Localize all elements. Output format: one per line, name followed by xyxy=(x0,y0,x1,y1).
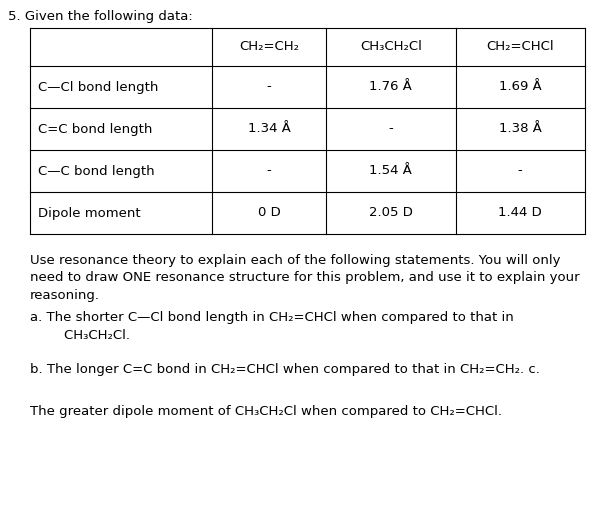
Text: 1.38 Å: 1.38 Å xyxy=(499,122,541,136)
Text: C=C bond length: C=C bond length xyxy=(38,122,152,136)
Text: 1.34 Å: 1.34 Å xyxy=(248,122,290,136)
Text: -: - xyxy=(267,80,272,94)
Text: 5. Given the following data:: 5. Given the following data: xyxy=(8,10,193,23)
Text: a. The shorter C—Cl bond length in CH₂=CHCl when compared to that in
        CH₃: a. The shorter C—Cl bond length in CH₂=C… xyxy=(30,311,514,342)
Text: Use resonance theory to explain each of the following statements. You will only
: Use resonance theory to explain each of … xyxy=(30,254,580,302)
Text: C—Cl bond length: C—Cl bond length xyxy=(38,80,158,94)
Text: -: - xyxy=(518,165,523,178)
Text: 1.54 Å: 1.54 Å xyxy=(370,165,412,178)
Text: b. The longer C=C bond in CH₂=CHCl when compared to that in CH₂=CH₂. c.: b. The longer C=C bond in CH₂=CHCl when … xyxy=(30,363,540,376)
Text: 1.76 Å: 1.76 Å xyxy=(370,80,412,94)
Text: CH₃CH₂Cl: CH₃CH₂Cl xyxy=(360,40,421,53)
Text: Dipole moment: Dipole moment xyxy=(38,207,141,220)
Text: C—C bond length: C—C bond length xyxy=(38,165,155,178)
Text: 1.69 Å: 1.69 Å xyxy=(499,80,541,94)
Text: 1.44 D: 1.44 D xyxy=(498,207,542,220)
Text: The greater dipole moment of CH₃CH₂Cl when compared to CH₂=CHCl.: The greater dipole moment of CH₃CH₂Cl wh… xyxy=(30,405,502,418)
Text: 2.05 D: 2.05 D xyxy=(369,207,413,220)
Text: 0 D: 0 D xyxy=(258,207,280,220)
Text: CH₂=CHCl: CH₂=CHCl xyxy=(487,40,554,53)
Text: CH₂=CH₂: CH₂=CH₂ xyxy=(239,40,299,53)
Text: -: - xyxy=(267,165,272,178)
Text: -: - xyxy=(389,122,393,136)
